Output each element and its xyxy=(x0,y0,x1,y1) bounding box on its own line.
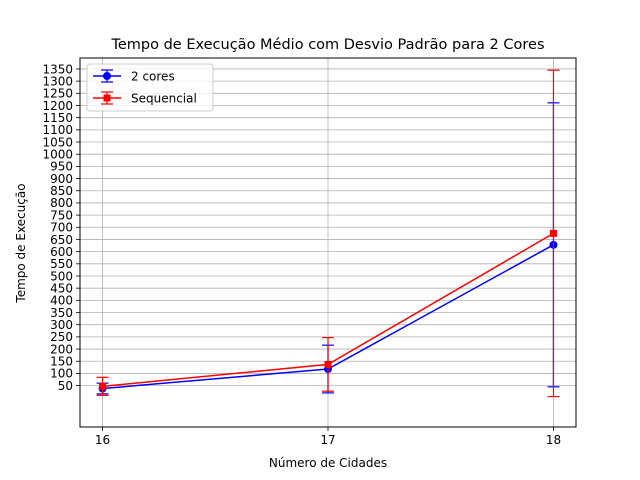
axis-ticks: 16 17 18 5010015020025030035040045050055060… xyxy=(42,62,561,447)
y-tick-label: 200 xyxy=(50,342,73,356)
x-tick-label: 18 xyxy=(546,433,561,447)
y-tick-label: 400 xyxy=(50,294,73,308)
y-tick-label: 700 xyxy=(50,221,73,235)
y-tick-label: 350 xyxy=(50,306,73,320)
y-tick-label: 1300 xyxy=(42,74,73,88)
data-point xyxy=(549,229,557,237)
y-tick-label: 150 xyxy=(50,355,73,369)
y-tick-label: 950 xyxy=(50,160,73,174)
plot-area xyxy=(96,69,560,398)
y-tick-label: 500 xyxy=(50,269,73,283)
y-tick-label: 250 xyxy=(50,330,73,344)
y-tick-label: 800 xyxy=(50,196,73,210)
series-sequencial xyxy=(96,69,560,398)
legend-label: 2 cores xyxy=(131,70,175,84)
y-tick-label: 100 xyxy=(50,367,73,381)
legend-item: 2 cores xyxy=(93,69,175,84)
y-tick-label: 450 xyxy=(50,281,73,295)
y-tick-label: 1350 xyxy=(42,62,73,76)
y-tick-label: 1050 xyxy=(42,135,73,149)
data-point xyxy=(324,360,332,368)
y-tick-label: 1000 xyxy=(42,148,73,162)
y-tick-label: 300 xyxy=(50,318,73,332)
legend-item: Sequencial xyxy=(93,91,197,106)
y-tick-label: 550 xyxy=(50,257,73,271)
legend-label: Sequencial xyxy=(131,92,197,106)
data-point xyxy=(99,382,107,390)
y-axis-label: Tempo de Execução xyxy=(14,183,28,303)
y-tick-label: 650 xyxy=(50,233,73,247)
y-tick-label: 1100 xyxy=(42,123,73,137)
y-tick-label: 1200 xyxy=(42,99,73,113)
y-tick-label: 900 xyxy=(50,172,73,186)
y-tick-label: 600 xyxy=(50,245,73,259)
y-tick-label: 50 xyxy=(58,379,73,393)
y-tick-label: 1250 xyxy=(42,87,73,101)
chart-title: Tempo de Execução Médio com Desvio Padrã… xyxy=(110,37,544,53)
legend-marker xyxy=(103,94,111,102)
legend-marker xyxy=(103,72,111,80)
y-tick-label: 1150 xyxy=(42,111,73,125)
x-tick-label: 17 xyxy=(320,433,335,447)
x-axis-label: Número de Cidades xyxy=(269,456,387,470)
y-tick-label: 850 xyxy=(50,184,73,198)
x-tick-label: 16 xyxy=(95,433,110,447)
y-tick-label: 750 xyxy=(50,208,73,222)
legend: 2 cores Sequencial xyxy=(86,63,214,112)
